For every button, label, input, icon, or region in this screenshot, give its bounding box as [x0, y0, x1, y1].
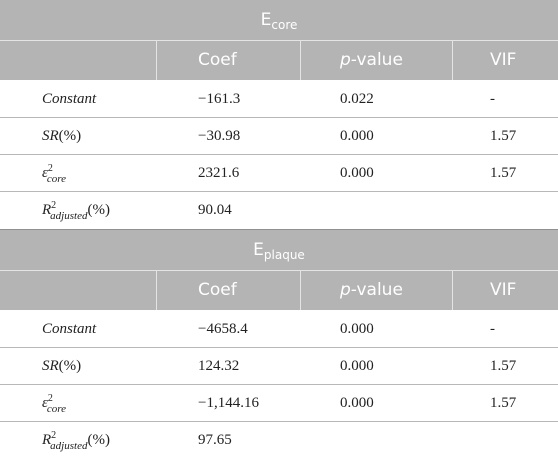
- title-subscript: core: [271, 18, 298, 32]
- header-divider: [156, 41, 157, 80]
- title-main: E: [253, 240, 264, 260]
- row-label: ε2core: [42, 163, 67, 185]
- row-label: SR(%): [42, 358, 82, 374]
- table-row: R2adjusted(%) 97.65: [0, 422, 558, 458]
- vif-value: -: [490, 91, 495, 107]
- table-row: ε2core 2321.6 0.000 1.57: [0, 155, 558, 192]
- p-value: 0.000: [340, 358, 374, 374]
- p-value: 0.000: [340, 395, 374, 411]
- table-row: SR(%) 124.32 0.000 1.57: [0, 348, 558, 385]
- vif-value: 1.57: [490, 128, 517, 144]
- section-divider: [0, 229, 558, 230]
- p-value: 0.000: [340, 321, 374, 337]
- header-divider: [156, 271, 157, 310]
- p-value: 0.022: [340, 91, 374, 107]
- coef-value: 2321.6: [198, 165, 240, 181]
- row-label: Constant: [42, 91, 97, 107]
- table-header-band-plaque: Eplaque Coef p-value VIF: [0, 230, 558, 310]
- coef-value: −4658.4: [198, 321, 248, 337]
- row-label: R2adjusted(%): [42, 430, 110, 452]
- header-col0: [0, 271, 156, 309]
- header-coef: Coef: [198, 280, 237, 300]
- row-label: ε2core: [42, 393, 67, 415]
- vif-value: 1.57: [490, 165, 517, 181]
- header-col0: [0, 41, 156, 79]
- table-row: ε2core −1,144.16 0.000 1.57: [0, 385, 558, 422]
- table-header-band-core: Ecore Coef p-value VIF: [0, 0, 558, 80]
- section-title-core: Ecore: [0, 0, 558, 41]
- coef-value: 90.04: [198, 202, 232, 218]
- row-label: Constant: [42, 321, 97, 337]
- row-label: SR(%): [42, 128, 82, 144]
- row-label: R2adjusted(%): [42, 200, 110, 222]
- title-subscript: plaque: [263, 248, 305, 262]
- vif-value: 1.57: [490, 358, 517, 374]
- title-main: E: [260, 10, 272, 30]
- header-vif: VIF: [490, 280, 517, 300]
- table-row: Constant −161.3 0.022 -: [0, 81, 558, 118]
- header-coef: Coef: [198, 50, 237, 70]
- header-divider: [300, 41, 301, 80]
- coef-value: 97.65: [198, 432, 232, 448]
- coef-value: −161.3: [198, 91, 241, 107]
- header-pvalue: p-value: [340, 280, 403, 300]
- header-vif: VIF: [490, 50, 517, 70]
- coef-value: −1,144.16: [198, 395, 259, 411]
- vif-value: -: [490, 321, 495, 337]
- vif-value: 1.57: [490, 395, 517, 411]
- header-pvalue: p-value: [340, 50, 403, 70]
- coef-value: 124.32: [198, 358, 240, 374]
- coef-value: −30.98: [198, 128, 241, 144]
- header-divider: [300, 271, 301, 310]
- section-title-plaque: Eplaque: [0, 230, 558, 271]
- p-value: 0.000: [340, 165, 374, 181]
- header-divider: [452, 41, 453, 80]
- table-row: SR(%) −30.98 0.000 1.57: [0, 118, 558, 155]
- header-divider: [452, 271, 453, 310]
- p-value: 0.000: [340, 128, 374, 144]
- table-row: R2adjusted(%) 90.04: [0, 192, 558, 228]
- table-row: Constant −4658.4 0.000 -: [0, 311, 558, 348]
